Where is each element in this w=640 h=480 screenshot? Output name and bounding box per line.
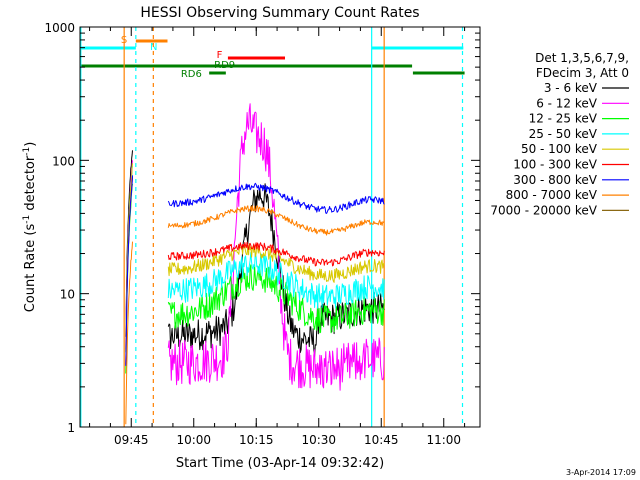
- series-line-100-300-kev: [167, 241, 385, 267]
- y-label-sup2: -1: [22, 147, 32, 156]
- series-lines: [125, 103, 385, 425]
- series-line-300-800-kev: [125, 175, 133, 367]
- y-label-mid: detector: [23, 155, 38, 215]
- plot-area-frame: [79, 26, 481, 428]
- legend-entry-label: 300 - 800 keV: [513, 173, 597, 187]
- legend-entry-label: 100 - 300 keV: [513, 158, 597, 172]
- legend: Det 1,3,5,6,7,9, FDecim 3, Att 0 3 - 6 k…: [490, 51, 629, 217]
- flag-label-rd6: RD6: [181, 69, 202, 80]
- footer-date: 3-Apr-2014 17:09: [566, 468, 636, 477]
- y-label-sup1: -1: [22, 215, 32, 224]
- series-line-6-12-kev: [167, 103, 385, 391]
- flag-bars: SNFRD9RD6: [80, 35, 465, 80]
- y-tick-label: 1000: [44, 21, 75, 35]
- legend-entry-label: 7000 - 20000 keV: [490, 203, 597, 217]
- legend-header-2: FDecim 3, Att 0: [536, 66, 629, 80]
- y-tick-label: 100: [52, 154, 75, 168]
- chart-title: HESSI Observing Summary Count Rates: [140, 5, 419, 21]
- legend-entry-label: 50 - 100 keV: [521, 142, 598, 156]
- flag-label-n: N: [150, 42, 157, 53]
- y-tick-label: 10: [60, 288, 75, 302]
- legend-entry-label: 3 - 6 keV: [544, 81, 598, 95]
- y-axis-label: Count Rate (s-1 detector-1): [22, 142, 38, 313]
- legend-entry-label: 6 - 12 keV: [536, 96, 598, 110]
- series-line-3-6-kev: [167, 183, 385, 357]
- flag-label-rd9: RD9: [214, 60, 235, 71]
- legend-entry-label: 25 - 50 keV: [529, 127, 598, 141]
- x-tick-label: 09:45: [114, 433, 149, 447]
- y-tick-label: 1: [67, 421, 75, 435]
- y-label-end: ): [23, 142, 38, 147]
- legend-entry-label: 12 - 25 keV: [529, 112, 598, 126]
- series-line-800-7000-kev: [125, 241, 133, 425]
- legend-header-1: Det 1,3,5,6,7,9,: [535, 51, 629, 65]
- y-label-main: Count Rate (s: [23, 224, 38, 313]
- series-line-300-800-kev: [167, 182, 385, 214]
- legend-entry-label: 800 - 7000 keV: [506, 188, 598, 202]
- series-line-25-50-kev: [167, 252, 385, 309]
- x-tick-label: 11:00: [426, 433, 461, 447]
- x-axis-label: Start Time (03-Apr-14 09:32:42): [176, 456, 384, 471]
- x-tick-label: 10:15: [239, 433, 274, 447]
- series-line-12-25-kev: [167, 263, 385, 334]
- flag-label-f: F: [217, 50, 223, 61]
- axes: 1 10 100 1000 09:45 10:00 10:15 10:30 10:45 11:00: [44, 21, 480, 447]
- x-tick-label: 10:00: [176, 433, 211, 447]
- x-tick-label: 10:45: [364, 433, 399, 447]
- x-tick-label: 10:30: [301, 433, 336, 447]
- series-line-800-7000-kev: [167, 205, 385, 236]
